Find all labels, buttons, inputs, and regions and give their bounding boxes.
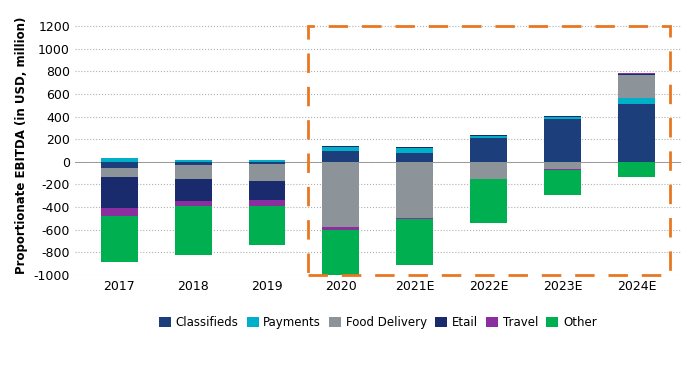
Bar (544, 169, 581, 170)
Bar (470, 162, 507, 179)
Bar (470, 138, 507, 162)
Bar (544, 170, 581, 195)
Bar (618, 104, 655, 162)
Bar (175, 206, 212, 255)
Bar (544, 116, 581, 117)
Bar (322, 229, 359, 278)
Bar (618, 73, 655, 74)
Bar (470, 136, 507, 138)
Bar (618, 162, 655, 177)
Bar (470, 179, 507, 223)
Bar (175, 162, 212, 165)
Bar (101, 159, 138, 162)
Bar (248, 200, 285, 206)
Bar (322, 162, 359, 228)
Bar (544, 119, 581, 162)
Bar (618, 74, 655, 75)
Bar (544, 162, 581, 169)
Bar (101, 167, 138, 177)
Bar (248, 206, 285, 246)
Bar (175, 201, 212, 206)
Bar (322, 146, 359, 147)
Bar (308, 26, 670, 275)
Bar (397, 219, 434, 264)
Bar (397, 153, 434, 162)
Bar (175, 179, 212, 201)
Bar (101, 208, 138, 216)
Bar (397, 148, 434, 153)
Bar (397, 218, 434, 219)
Bar (101, 177, 138, 208)
Bar (101, 216, 138, 262)
Bar (101, 162, 138, 167)
Bar (397, 147, 434, 148)
Y-axis label: Proportionate EBITDA (in USD, million): Proportionate EBITDA (in USD, million) (15, 16, 28, 274)
Bar (175, 165, 212, 179)
Bar (618, 75, 655, 98)
Bar (544, 117, 581, 119)
Bar (322, 151, 359, 162)
Bar (248, 160, 285, 162)
Bar (470, 135, 507, 136)
Bar (248, 181, 285, 200)
Bar (322, 228, 359, 229)
Bar (397, 162, 434, 218)
Bar (322, 147, 359, 151)
Bar (248, 164, 285, 181)
Bar (175, 160, 212, 162)
Bar (248, 162, 285, 164)
Legend: Classifieds, Payments, Food Delivery, Etail, Travel, Other: Classifieds, Payments, Food Delivery, Et… (155, 311, 601, 334)
Bar (618, 98, 655, 104)
